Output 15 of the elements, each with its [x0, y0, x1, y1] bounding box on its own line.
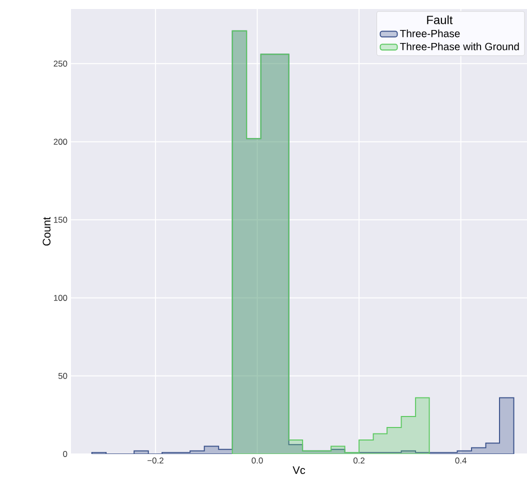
y-tick-label: 100	[54, 294, 68, 301]
legend-label: Three-Phase	[400, 30, 460, 38]
x-tick-label: 0.2	[353, 458, 365, 464]
y-tick-label: 200	[54, 138, 68, 145]
y-axis-title: Count	[42, 216, 50, 246]
y-tick-label: 150	[54, 216, 68, 223]
y-tick-label: 250	[54, 60, 68, 67]
legend-title: Fault	[427, 15, 453, 24]
x-tick-label: −0.2	[148, 458, 164, 464]
x-axis-title: Vc	[292, 466, 306, 474]
y-tick-label: 50	[58, 372, 68, 379]
x-tick-label: 0.4	[455, 458, 466, 464]
legend-label: Three-Phase with Ground	[400, 42, 519, 50]
y-tick-label: 0	[63, 451, 68, 457]
x-tick-label: 0.0	[252, 458, 263, 464]
